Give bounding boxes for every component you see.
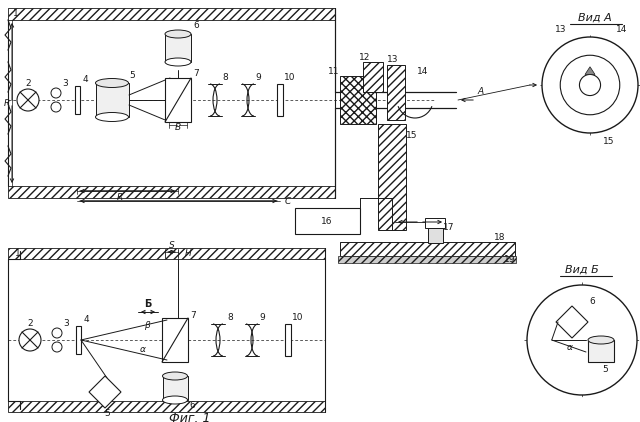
Text: 17: 17 [444, 224, 455, 233]
Text: 1: 1 [13, 8, 19, 17]
Bar [285, 324, 291, 356]
Text: 13: 13 [556, 24, 567, 33]
Text: Вид Б: Вид Б [565, 265, 599, 275]
Bar [8, 8, 335, 20]
Text: 14: 14 [417, 68, 429, 76]
Text: 9: 9 [259, 314, 265, 322]
Text: Вид А: Вид А [578, 13, 612, 23]
Text: 4: 4 [82, 76, 88, 84]
Text: β: β [144, 322, 150, 330]
Text: A: A [478, 87, 484, 97]
Bar [277, 84, 283, 116]
Text: S: S [168, 241, 174, 251]
Bar [378, 124, 406, 230]
Text: 15: 15 [406, 130, 418, 140]
Bar [165, 34, 191, 62]
Bar [163, 376, 188, 400]
Text: 3: 3 [62, 78, 68, 87]
Text: 2: 2 [25, 79, 31, 89]
Text: 1: 1 [15, 249, 21, 257]
Text: 16: 16 [321, 216, 333, 225]
Polygon shape [556, 306, 588, 338]
Text: 8: 8 [227, 314, 233, 322]
Text: H: H [184, 249, 191, 258]
Circle shape [17, 89, 39, 111]
Text: α: α [140, 346, 146, 354]
Circle shape [51, 88, 61, 98]
Text: 13: 13 [387, 56, 399, 65]
Bar [340, 76, 376, 124]
Bar [588, 340, 614, 362]
Bar [295, 208, 360, 234]
Text: 10: 10 [292, 314, 304, 322]
Text: 18: 18 [494, 233, 506, 241]
Bar [75, 86, 80, 114]
Text: 5: 5 [129, 70, 135, 79]
Ellipse shape [163, 372, 188, 380]
Text: 9: 9 [255, 73, 261, 82]
Text: C: C [285, 197, 291, 206]
Text: 10: 10 [284, 73, 296, 82]
Circle shape [19, 329, 41, 351]
Text: 7: 7 [193, 70, 199, 78]
Circle shape [52, 328, 62, 338]
Bar [387, 65, 405, 120]
Text: 6: 6 [589, 298, 595, 306]
Text: 15: 15 [604, 136, 615, 146]
Text: R: R [4, 98, 10, 108]
Bar [76, 326, 81, 354]
Circle shape [51, 102, 61, 112]
Text: 14: 14 [616, 24, 627, 33]
Circle shape [52, 342, 62, 352]
Bar [363, 62, 383, 92]
Bar [96, 83, 129, 117]
Bar [338, 256, 516, 263]
Bar [8, 401, 325, 412]
Text: B: B [175, 122, 181, 132]
Ellipse shape [588, 336, 614, 344]
Bar [162, 318, 188, 362]
Circle shape [560, 55, 620, 115]
Bar [428, 228, 443, 243]
Text: 3: 3 [63, 319, 69, 327]
Text: 5: 5 [602, 365, 608, 374]
Ellipse shape [95, 78, 129, 87]
Text: 12: 12 [359, 54, 371, 62]
Bar [8, 248, 325, 259]
Bar [340, 242, 515, 256]
Ellipse shape [95, 113, 129, 122]
Bar [8, 186, 335, 198]
Bar [425, 218, 445, 228]
Text: 6: 6 [189, 401, 195, 411]
Text: 11: 11 [328, 68, 340, 76]
Text: 19: 19 [504, 255, 516, 265]
Polygon shape [89, 376, 121, 408]
Text: 5: 5 [104, 409, 110, 419]
Ellipse shape [165, 30, 191, 38]
Polygon shape [585, 67, 595, 74]
Text: 7: 7 [190, 311, 196, 319]
Text: α: α [567, 344, 573, 352]
Text: Фиг. 1: Фиг. 1 [169, 411, 211, 422]
Text: 2: 2 [27, 319, 33, 327]
Circle shape [579, 74, 600, 95]
Text: 4: 4 [83, 316, 89, 325]
Circle shape [527, 285, 637, 395]
Ellipse shape [163, 396, 188, 404]
Text: 8: 8 [222, 73, 228, 82]
Bar [165, 78, 191, 122]
Ellipse shape [165, 58, 191, 66]
Text: Б: Б [144, 299, 152, 309]
Circle shape [542, 37, 638, 133]
Text: 6: 6 [193, 22, 199, 30]
Text: R: R [116, 192, 123, 201]
